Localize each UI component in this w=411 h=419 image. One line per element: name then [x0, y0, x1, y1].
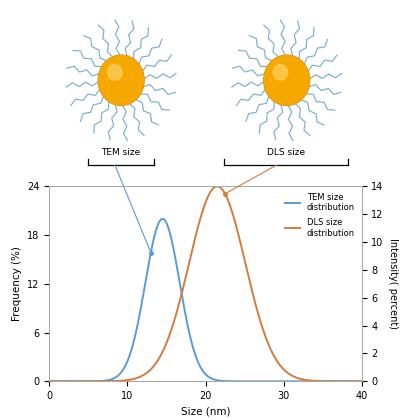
Circle shape — [108, 65, 122, 80]
Circle shape — [264, 55, 309, 106]
Y-axis label: Intensity( percent): Intensity( percent) — [388, 238, 398, 329]
Circle shape — [264, 56, 309, 105]
X-axis label: Size (nm): Size (nm) — [181, 406, 230, 416]
Circle shape — [99, 56, 144, 105]
Legend: TEM size
distribution, DLS size
distribution: TEM size distribution, DLS size distribu… — [283, 191, 358, 240]
Circle shape — [98, 55, 144, 106]
Text: TEM size: TEM size — [102, 148, 141, 157]
Y-axis label: Frequency (%): Frequency (%) — [12, 246, 22, 321]
Circle shape — [273, 65, 288, 80]
Text: DLS size: DLS size — [267, 148, 305, 157]
